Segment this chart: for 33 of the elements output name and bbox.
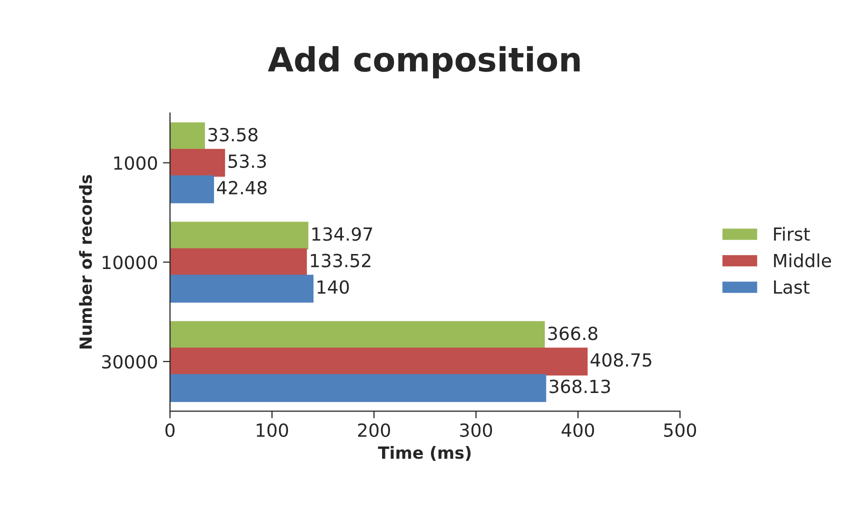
x-tick-label: 0 bbox=[165, 423, 175, 437]
y-axis-title: Number of records bbox=[79, 174, 92, 349]
data-label: 53.3 bbox=[228, 154, 266, 168]
legend-label: Last bbox=[774, 280, 810, 294]
data-label: 140 bbox=[318, 280, 349, 294]
data-label: 42.48 bbox=[216, 180, 267, 195]
legend-label: First bbox=[774, 226, 810, 241]
bar bbox=[170, 348, 588, 376]
x-tick-label: 300 bbox=[460, 423, 492, 437]
bar bbox=[170, 374, 546, 402]
bar bbox=[170, 274, 314, 303]
bar bbox=[170, 321, 545, 349]
data-label: 33.58 bbox=[208, 128, 258, 142]
y-tick-label: 30000 bbox=[102, 354, 157, 369]
bar bbox=[170, 122, 205, 150]
x-tick-label: 200 bbox=[358, 423, 390, 437]
chart-title: Add composition bbox=[268, 46, 580, 78]
legend-label: Middle bbox=[774, 253, 831, 268]
data-label: 408.75 bbox=[590, 353, 652, 367]
x-axis-title: Time (ms) bbox=[378, 446, 471, 461]
bar bbox=[170, 222, 308, 250]
data-label: 134.97 bbox=[312, 227, 372, 241]
bar bbox=[170, 175, 214, 204]
x-tick-label: 100 bbox=[256, 423, 288, 437]
x-tick-label: 500 bbox=[664, 423, 696, 437]
y-tick-label: 1000 bbox=[114, 156, 157, 170]
x-tick-label: 400 bbox=[562, 423, 594, 437]
data-label: 368.13 bbox=[550, 380, 610, 394]
bar bbox=[170, 248, 307, 276]
bar bbox=[170, 148, 226, 177]
y-tick-label: 10000 bbox=[102, 256, 157, 270]
data-label: 133.52 bbox=[310, 254, 370, 268]
data-label: 366.8 bbox=[548, 326, 598, 340]
